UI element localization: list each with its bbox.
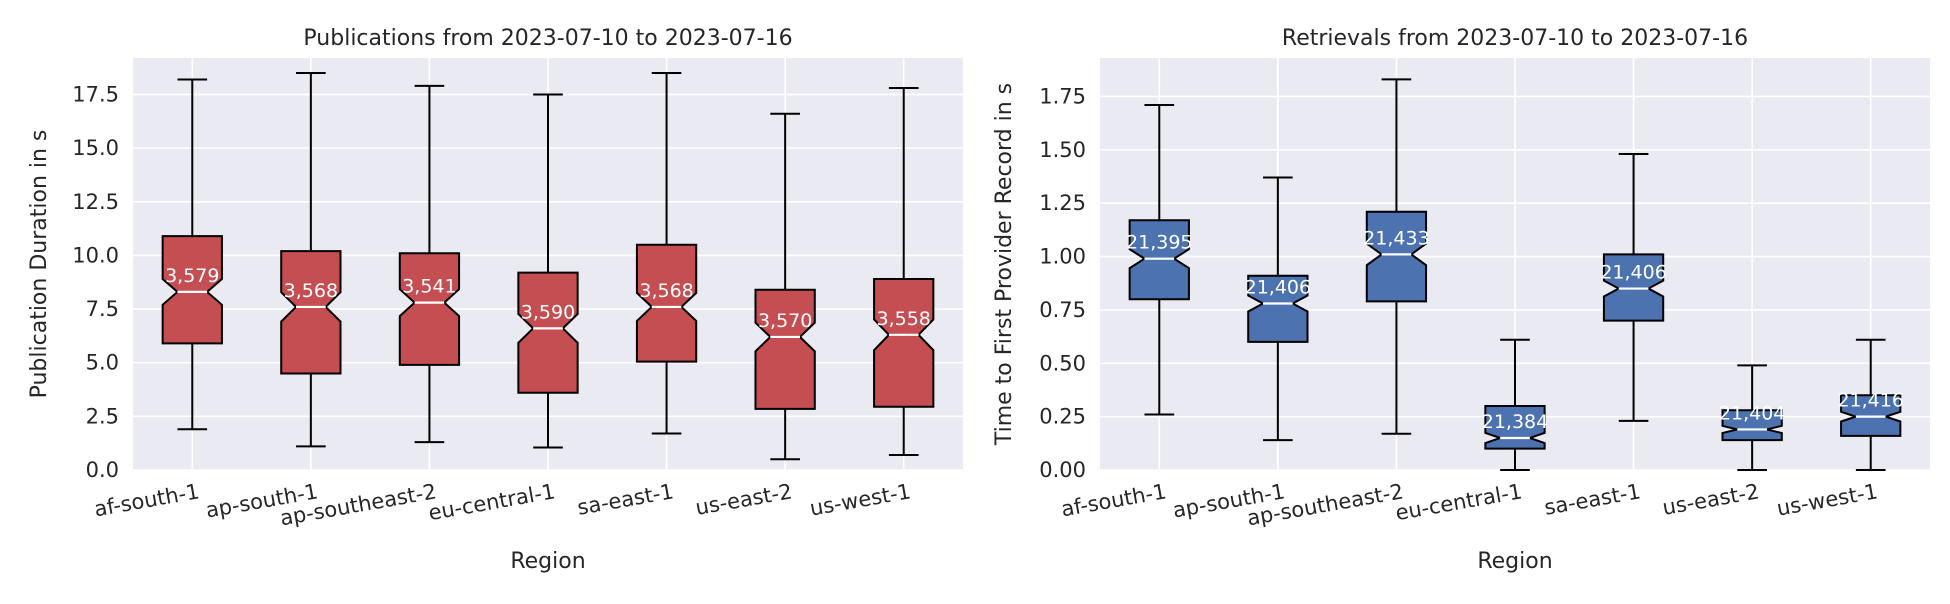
box (280, 250, 342, 375)
count-label: 3,558 (877, 308, 931, 330)
y-tick-label: 2.5 (86, 404, 119, 428)
x-tick-label: af-south-1 (1059, 479, 1168, 521)
count-label: 3,568 (284, 280, 338, 302)
y-axis-label: Publication Duration in s (27, 130, 52, 399)
count-label: 21,406 (1600, 262, 1666, 284)
count-label: 3,590 (521, 301, 575, 323)
x-tick-label: af-south-1 (92, 479, 201, 521)
count-label: 3,579 (165, 265, 219, 287)
count-label: 21,384 (1482, 411, 1548, 433)
y-tick-label: 5.0 (86, 351, 119, 375)
y-tick-label: 15.0 (72, 136, 119, 160)
y-tick-label: 0.00 (1039, 458, 1086, 482)
x-tick-label: us-east-2 (1661, 479, 1761, 520)
y-tick-label: 0.75 (1039, 298, 1086, 322)
chart-title: Publications from 2023-07-10 to 2023-07-… (303, 26, 792, 51)
box (1247, 274, 1309, 343)
y-tick-label: 1.25 (1039, 191, 1086, 215)
box (161, 235, 223, 345)
y-tick-label: 10.0 (72, 243, 119, 267)
y-tick-label: 7.5 (86, 297, 119, 321)
x-tick-label: us-west-1 (808, 479, 913, 520)
count-label: 21,433 (1363, 227, 1429, 249)
chart-panel-retrievals: 0.00 0.25 0.50 0.75 1.00 1.25 1.50 1.75 af-south… (992, 26, 1930, 574)
x-tick-label: sa-east-1 (575, 479, 675, 520)
box (1721, 409, 1783, 442)
count-label: 3,568 (639, 280, 693, 302)
box (754, 288, 816, 410)
y-tick-label: 0.50 (1039, 351, 1086, 375)
x-tick-label: eu-central-1 (427, 479, 557, 525)
x-axis-label: Region (510, 549, 585, 574)
y-axis-label: Time to First Provider Record in s (992, 83, 1017, 446)
x-axis-label: Region (1477, 549, 1552, 574)
x-tick-label: us-east-2 (694, 479, 794, 520)
count-label: 3,570 (758, 310, 812, 332)
chart-title: Retrievals from 2023-07-10 to 2023-07-16 (1282, 26, 1748, 51)
y-tick-label: 0.0 (86, 458, 119, 482)
y-tick-label: 1.75 (1039, 84, 1086, 108)
box (635, 243, 698, 363)
count-label: 21,416 (1837, 390, 1903, 412)
box (1365, 210, 1428, 303)
box (517, 271, 579, 394)
box (873, 278, 935, 408)
y-tick-label: 12.5 (72, 190, 119, 214)
x-tick-label: us-west-1 (1775, 479, 1880, 520)
y-tick-label: 17.5 (72, 82, 119, 106)
count-label: 21,395 (1126, 232, 1192, 254)
count-label: 21,404 (1719, 402, 1785, 424)
count-label: 21,406 (1245, 276, 1311, 298)
box (398, 252, 461, 366)
chart-panel-publications: 0.02.55.07.510.012.515.017.5af-south-1 ap… (27, 26, 963, 574)
x-tick-label: sa-east-1 (1542, 479, 1642, 520)
x-tick-label: eu-central-1 (1394, 479, 1524, 525)
y-tick-label: 1.50 (1039, 138, 1086, 162)
y-tick-label: 0.25 (1039, 405, 1086, 429)
y-tick-label: 1.00 (1039, 245, 1086, 269)
count-label: 3,541 (402, 276, 456, 298)
